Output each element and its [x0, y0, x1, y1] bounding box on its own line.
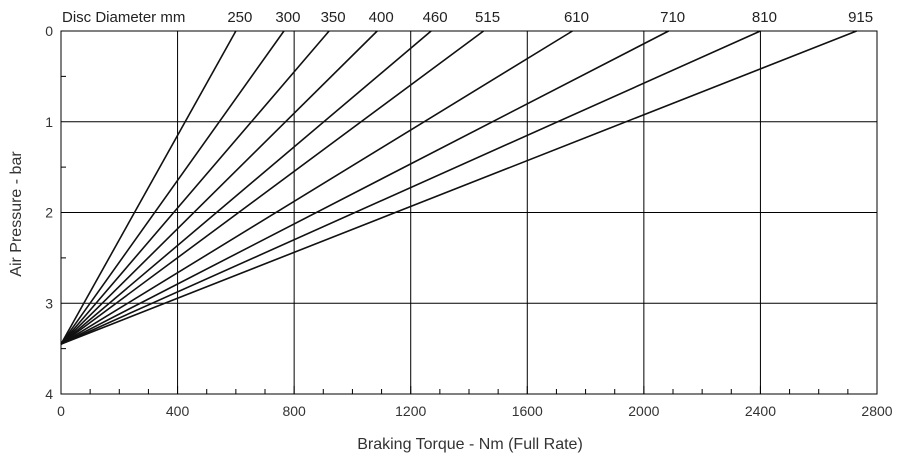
series-line-915	[60, 30, 857, 345]
series-label-915: 915	[848, 9, 873, 26]
series-label-810: 810	[752, 9, 777, 26]
series-line-400	[60, 30, 378, 345]
series-label-400: 400	[369, 9, 394, 26]
series-label-710: 710	[660, 9, 685, 26]
series-label-460: 460	[423, 9, 448, 26]
series-line-250	[60, 30, 237, 345]
series-label-250: 250	[227, 9, 252, 26]
y-tick-label: 0	[45, 23, 53, 39]
x-tick-label: 800	[282, 403, 306, 419]
disc-diameter-header: Disc Diameter mm	[62, 9, 185, 26]
y-axis-title: Air Pressure - bar	[8, 151, 25, 277]
y-tick-label: 2	[45, 205, 53, 221]
x-tick-label: 2000	[628, 403, 659, 419]
series-label-515: 515	[475, 9, 500, 26]
x-axis-title: Braking Torque - Nm (Full Rate)	[357, 436, 583, 453]
series-line-515	[60, 30, 485, 345]
series-lines	[60, 30, 857, 345]
y-tick-label: 3	[45, 295, 53, 311]
x-tick-label: 400	[166, 403, 190, 419]
x-tick-label: 2400	[745, 403, 776, 419]
x-tick-label: 1200	[395, 403, 426, 419]
axis-ticks	[61, 75, 849, 394]
tick-labels: 0 400 800 1200 1600 2000 2400 2800 0 1 2 3 4 250 300 35…	[45, 9, 893, 419]
series-line-710	[60, 30, 669, 345]
grid	[61, 31, 877, 394]
x-tick-label: 0	[57, 403, 65, 419]
series-line-350	[60, 30, 330, 345]
series-line-460	[60, 30, 432, 345]
series-line-610	[60, 30, 573, 345]
series-label-300: 300	[275, 9, 300, 26]
series-line-300	[60, 30, 285, 345]
series-line-810	[60, 30, 761, 345]
y-tick-label: 4	[45, 386, 53, 402]
series-label-350: 350	[321, 9, 346, 26]
series-label-610: 610	[564, 9, 589, 26]
x-tick-label: 1600	[512, 403, 543, 419]
x-tick-label: 2800	[861, 403, 892, 419]
y-tick-label: 1	[45, 114, 53, 130]
